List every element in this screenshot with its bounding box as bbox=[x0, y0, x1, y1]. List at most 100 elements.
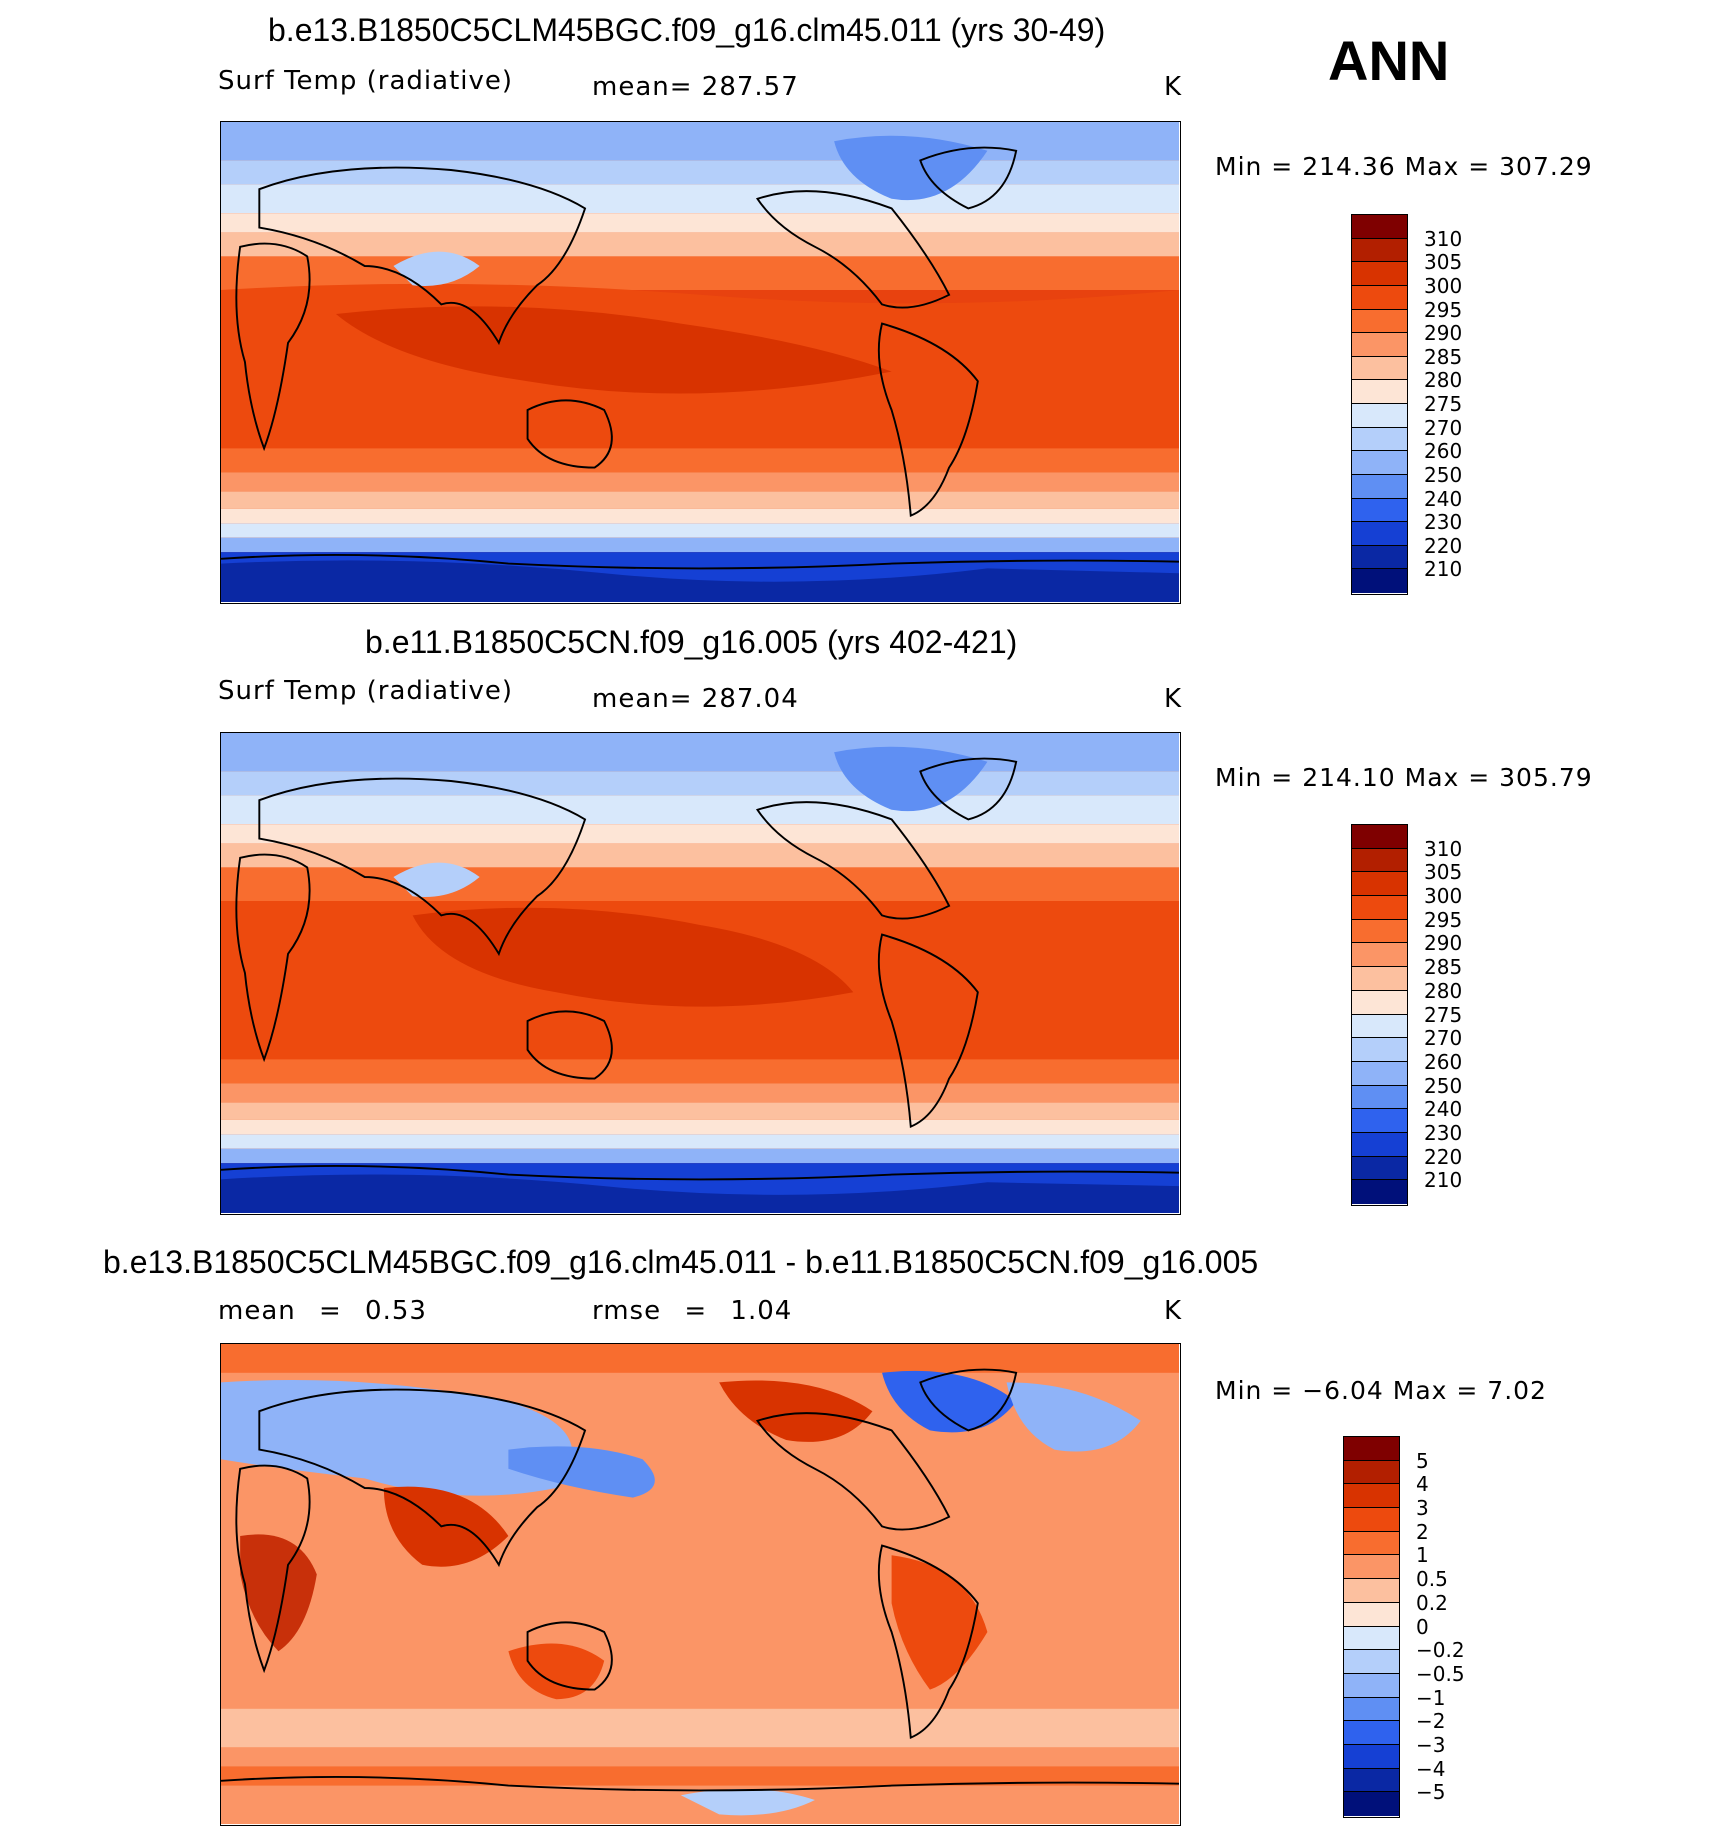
colorbar-swatch bbox=[1344, 1437, 1399, 1461]
panel1-colorbar-swatches bbox=[1352, 215, 1407, 594]
colorbar-label: 1 bbox=[1416, 1543, 1429, 1568]
colorbar-swatch bbox=[1352, 569, 1407, 593]
colorbar-swatch bbox=[1344, 1460, 1399, 1485]
colorbar-label: 4 bbox=[1416, 1472, 1429, 1497]
colorbar-label: 250 bbox=[1424, 462, 1463, 487]
panel1-map bbox=[220, 121, 1181, 604]
panel3-rmse-label: rmse = 1.04 bbox=[592, 1296, 793, 1326]
colorbar-swatch bbox=[1344, 1508, 1399, 1532]
colorbar-swatch bbox=[1344, 1792, 1399, 1816]
colorbar-label: 260 bbox=[1424, 1049, 1463, 1074]
colorbar-swatch bbox=[1352, 1132, 1407, 1157]
colorbar-swatch bbox=[1352, 474, 1407, 499]
colorbar-label: 240 bbox=[1424, 1097, 1463, 1122]
colorbar-label: 250 bbox=[1424, 1073, 1463, 1098]
colorbar-swatch bbox=[1344, 1555, 1399, 1580]
colorbar-swatch bbox=[1352, 1038, 1407, 1062]
colorbar-swatch bbox=[1352, 356, 1407, 381]
colorbar-swatch bbox=[1352, 1014, 1407, 1039]
colorbar-label: 295 bbox=[1424, 297, 1463, 322]
colorbar-swatch bbox=[1352, 1085, 1407, 1110]
colorbar-swatch bbox=[1344, 1744, 1399, 1769]
panel2-variable-label: Surf Temp (radiative) bbox=[218, 676, 514, 706]
colorbar-label: 270 bbox=[1424, 1026, 1463, 1051]
colorbar-swatch bbox=[1344, 1673, 1399, 1698]
panel1-units: K bbox=[1164, 72, 1183, 102]
colorbar-label: 240 bbox=[1424, 486, 1463, 511]
colorbar-label: 0.5 bbox=[1416, 1567, 1448, 1592]
colorbar-swatch bbox=[1352, 238, 1407, 263]
colorbar-label: −3 bbox=[1416, 1732, 1446, 1757]
panel2-units: K bbox=[1164, 684, 1183, 714]
colorbar-label: −2 bbox=[1416, 1709, 1446, 1734]
colorbar-swatch bbox=[1344, 1697, 1399, 1722]
colorbar-label: −5 bbox=[1416, 1780, 1446, 1805]
colorbar-swatch bbox=[1352, 545, 1407, 570]
colorbar-label: 210 bbox=[1424, 557, 1463, 582]
panel3-map-field bbox=[220, 1344, 1180, 1824]
colorbar-swatch bbox=[1352, 825, 1407, 849]
colorbar-swatch bbox=[1352, 967, 1407, 991]
colorbar-label: 2 bbox=[1416, 1519, 1429, 1544]
panel2-map-field bbox=[220, 733, 1180, 1213]
colorbar-label: 305 bbox=[1424, 860, 1463, 885]
colorbar-swatch bbox=[1352, 1061, 1407, 1086]
colorbar-label: 300 bbox=[1424, 884, 1463, 909]
colorbar-swatch bbox=[1344, 1579, 1399, 1603]
colorbar-label: 310 bbox=[1424, 226, 1463, 251]
colorbar-label: 305 bbox=[1424, 250, 1463, 275]
colorbar-swatch bbox=[1352, 285, 1407, 310]
colorbar-swatch bbox=[1352, 1109, 1407, 1133]
panel3-units: K bbox=[1164, 1296, 1183, 1326]
colorbar-swatch bbox=[1352, 896, 1407, 920]
colorbar-label: 220 bbox=[1424, 533, 1463, 558]
panel2-minmax: Min = 214.10 Max = 305.79 bbox=[1215, 763, 1593, 792]
panel2-colorbar bbox=[1351, 824, 1408, 1206]
colorbar-swatch bbox=[1352, 404, 1407, 428]
colorbar-swatch bbox=[1344, 1602, 1399, 1627]
colorbar-swatch bbox=[1352, 1180, 1407, 1204]
colorbar-label: −0.5 bbox=[1416, 1661, 1465, 1686]
colorbar-label: 220 bbox=[1424, 1144, 1463, 1169]
colorbar-label: 0 bbox=[1416, 1614, 1429, 1639]
panel3-colorbar bbox=[1343, 1436, 1400, 1818]
colorbar-swatch bbox=[1344, 1484, 1399, 1509]
colorbar-label: −1 bbox=[1416, 1685, 1446, 1710]
colorbar-label: 260 bbox=[1424, 439, 1463, 464]
colorbar-swatch bbox=[1352, 872, 1407, 897]
panel3-colorbar-swatches bbox=[1344, 1437, 1399, 1817]
colorbar-swatch bbox=[1352, 522, 1407, 546]
colorbar-swatch bbox=[1352, 380, 1407, 404]
colorbar-swatch bbox=[1344, 1650, 1399, 1674]
colorbar-swatch bbox=[1352, 309, 1407, 334]
colorbar-swatch bbox=[1352, 990, 1407, 1015]
panel3-minmax: Min = −6.04 Max = 7.02 bbox=[1215, 1376, 1547, 1405]
colorbar-label: 3 bbox=[1416, 1496, 1429, 1521]
colorbar-label: 290 bbox=[1424, 321, 1463, 346]
colorbar-label: 275 bbox=[1424, 1002, 1463, 1027]
colorbar-label: 295 bbox=[1424, 907, 1463, 932]
panel2-colorbar-swatches bbox=[1352, 825, 1407, 1205]
colorbar-label: 310 bbox=[1424, 836, 1463, 861]
panel1-minmax: Min = 214.36 Max = 307.29 bbox=[1215, 152, 1593, 181]
colorbar-swatch bbox=[1352, 919, 1407, 944]
panel3-colorbar-labels: 5 4 3 2 1 0.5 0.2 0 −0.2 −0.5 −1 −2 −3 −4 −5 bbox=[1416, 1436, 1496, 1818]
colorbar-label: −4 bbox=[1416, 1756, 1446, 1781]
colorbar-label: 5 bbox=[1416, 1448, 1429, 1473]
panel1-map-field bbox=[220, 122, 1180, 602]
panel1-title: b.e13.B1850C5CLM45BGC.f09_g16.clm45.011 … bbox=[268, 12, 1106, 48]
panel3-title: b.e13.B1850C5CLM45BGC.f09_g16.clm45.011 … bbox=[103, 1244, 1259, 1280]
colorbar-label: 275 bbox=[1424, 392, 1463, 416]
colorbar-swatch bbox=[1344, 1721, 1399, 1745]
panel2-title: b.e11.B1850C5CN.f09_g16.005 (yrs 402-421… bbox=[365, 624, 1018, 660]
season-label: ANN bbox=[1328, 29, 1450, 92]
colorbar-label: 0.2 bbox=[1416, 1590, 1448, 1615]
colorbar-label: 280 bbox=[1424, 978, 1463, 1003]
panel1-colorbar bbox=[1351, 214, 1408, 595]
colorbar-swatch bbox=[1352, 1156, 1407, 1181]
panel2-mean-label: mean= 287.04 bbox=[592, 684, 799, 714]
panel1-colorbar-labels: 310 305 300 295 290 285 280 275 270 260 250 240 230 2… bbox=[1424, 214, 1504, 595]
colorbar-label: 230 bbox=[1424, 510, 1463, 535]
colorbar-label: 270 bbox=[1424, 415, 1463, 440]
colorbar-swatch bbox=[1344, 1626, 1399, 1651]
